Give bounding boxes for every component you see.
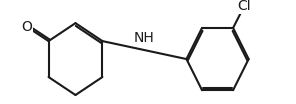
Text: Cl: Cl xyxy=(237,0,251,13)
Text: O: O xyxy=(21,20,32,34)
Text: NH: NH xyxy=(134,31,155,45)
